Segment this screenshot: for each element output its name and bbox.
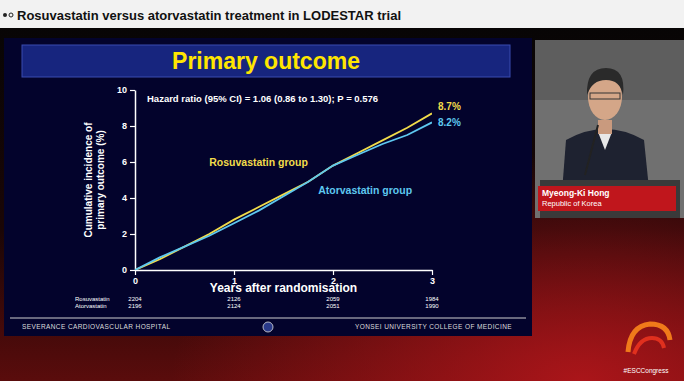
microphone — [585, 125, 598, 175]
speaker-name: Myeong-Ki Hong — [542, 188, 610, 198]
at-risk-value: 1990 — [425, 303, 439, 309]
speaker-neck — [598, 120, 612, 134]
y-axis-title: Cumulative incidence of — [83, 122, 94, 238]
at-risk-value: 2124 — [227, 303, 241, 309]
x-tick: 0 — [133, 270, 138, 286]
x-tick-label: 0 — [133, 276, 138, 286]
logo-arc — [634, 338, 664, 354]
x-tick-mark — [234, 270, 235, 275]
y-axis: 0 2 4 6 8 10 — [117, 85, 136, 275]
at-risk-value: 2059 — [326, 296, 340, 302]
speaker-video — [535, 40, 684, 218]
chart-title: Primary outcome — [172, 48, 360, 74]
at-risk-value: 1984 — [425, 296, 439, 302]
speaker-hair — [587, 68, 623, 95]
y-tick: 6 — [122, 157, 135, 167]
series-line — [135, 122, 432, 270]
at-risk-label: Rosuvastatin — [75, 296, 110, 302]
speaker-glasses — [590, 93, 620, 99]
footer-text: SEVERANCE CARDIOVASCULAR HOSPITAL — [22, 323, 170, 330]
y-tick-mark — [130, 90, 135, 91]
plot-lines — [135, 113, 432, 270]
end-label: 8.7% — [438, 101, 461, 112]
y-tick-label: 0 — [122, 265, 127, 275]
y-tick-label: 6 — [122, 157, 127, 167]
y-tick: 10 — [117, 85, 135, 95]
footer-text: YONSEI UNIVERSITY COLLEGE OF MEDICINE — [355, 323, 512, 330]
y-tick: 2 — [122, 229, 135, 239]
at-risk-value: 2196 — [128, 303, 142, 309]
subtitle: Hazard ratio (95% CI) = 1.06 (0.86 to 1.… — [147, 93, 378, 104]
at-risk-value: 2204 — [128, 296, 142, 302]
header-bullet — [3, 13, 7, 17]
y-tick-mark — [130, 234, 135, 235]
screen: Rosuvastatin versus atorvastatin treatme… — [0, 0, 684, 381]
y-tick-mark — [130, 162, 135, 163]
y-tick-label: 10 — [117, 85, 127, 95]
x-tick-mark — [135, 270, 136, 275]
series-label: Rosuvastatin group — [209, 156, 308, 168]
slide — [4, 38, 532, 336]
y-tick-mark — [130, 126, 135, 127]
x-tick-label: 3 — [430, 276, 435, 286]
esc-logo — [628, 324, 670, 354]
name-plate — [538, 186, 676, 211]
x-tick-mark — [432, 270, 433, 275]
y-tick-label: 2 — [122, 229, 127, 239]
header-bullet — [9, 13, 13, 17]
background — [0, 0, 684, 381]
series-label: Atorvastatin group — [318, 184, 412, 196]
title-box — [22, 45, 510, 77]
y-tick: 8 — [122, 121, 135, 131]
x-tick: 3 — [430, 270, 435, 286]
y-tick-label: 8 — [122, 121, 127, 131]
series-line — [135, 113, 432, 270]
end-label: 8.2% — [438, 117, 461, 128]
x-axis-title: Years after randomisation — [210, 281, 357, 295]
y-tick-mark — [130, 270, 135, 271]
y-tick-mark — [130, 198, 135, 199]
x-tick-mark — [333, 270, 334, 275]
header-title: Rosuvastatin versus atorvastatin treatme… — [17, 8, 401, 23]
at-risk-label: Atorvastatin — [75, 303, 107, 309]
hashtag: #ESCCongress — [624, 367, 670, 375]
y-axis-title: primary outcome (%) — [95, 130, 106, 229]
axis-line — [135, 91, 137, 271]
y-tick-label: 4 — [122, 193, 127, 203]
axis-line — [136, 270, 433, 272]
header-bar — [0, 0, 684, 28]
at-risk-value: 2051 — [326, 303, 340, 309]
speaker-shirt — [598, 132, 612, 150]
footer-logo — [263, 322, 273, 332]
y-tick: 4 — [122, 193, 135, 203]
y-tick: 0 — [122, 265, 135, 275]
footer-line — [10, 318, 526, 319]
at-risk-value: 2126 — [227, 296, 241, 302]
speaker-country: Republic of Korea — [542, 199, 602, 208]
background-glow — [0, 0, 684, 381]
